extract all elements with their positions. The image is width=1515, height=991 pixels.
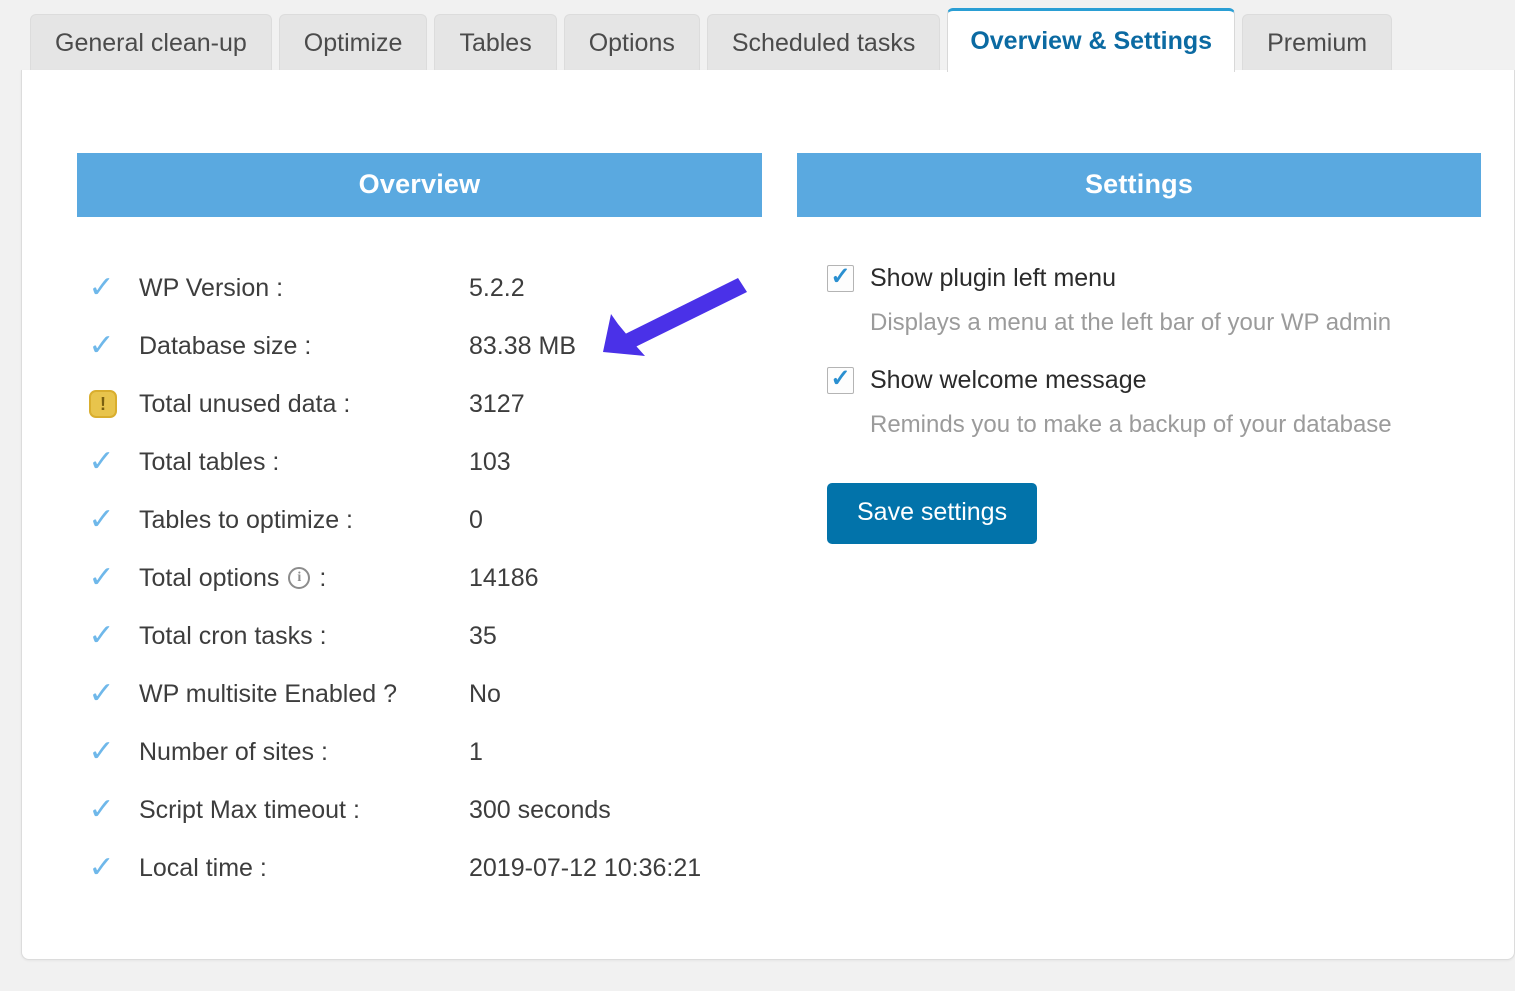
overview-label: Database size : bbox=[139, 331, 312, 360]
setting-label: Show welcome message bbox=[870, 365, 1147, 394]
check-icon: ✓ bbox=[88, 561, 115, 594]
overview-label: WP Version : bbox=[139, 273, 284, 302]
overview-value: 83.38 MB bbox=[469, 331, 577, 360]
overview-value: 14186 bbox=[469, 563, 539, 592]
overview-row-total-options: ✓ Total options i : 14186 bbox=[77, 549, 762, 607]
overview-value: No bbox=[469, 679, 501, 708]
overview-value: 103 bbox=[469, 447, 511, 476]
overview-label: Tables to optimize : bbox=[139, 505, 353, 534]
setting-description: Reminds you to make a backup of your dat… bbox=[870, 411, 1392, 438]
check-icon: ✓ bbox=[88, 271, 115, 304]
setting-show-plugin-left-menu: Show plugin left menu Displays a menu at… bbox=[827, 257, 1462, 337]
setting-description: Displays a menu at the left bar of your … bbox=[870, 309, 1392, 336]
overview-row-wp-version: ✓ WP Version : 5.2.2 bbox=[77, 259, 762, 317]
tab-scheduled-tasks[interactable]: Scheduled tasks bbox=[706, 14, 941, 72]
overview-row-tables-to-optimize: ✓ Tables to optimize : 0 bbox=[77, 491, 762, 549]
overview-list: ✓ WP Version : 5.2.2 ✓ Database size : 8… bbox=[77, 259, 762, 897]
check-icon: ✓ bbox=[88, 677, 115, 710]
check-icon: ✓ bbox=[88, 851, 115, 884]
check-icon: ✓ bbox=[88, 793, 115, 826]
setting-row[interactable]: Show welcome message bbox=[827, 359, 1462, 401]
settings-list: Show plugin left menu Displays a menu at… bbox=[797, 257, 1462, 544]
tab-general-clean-up[interactable]: General clean-up bbox=[30, 14, 272, 72]
check-icon: ✓ bbox=[88, 735, 115, 768]
overview-value: 300 seconds bbox=[469, 795, 611, 824]
overview-row-database-size: ✓ Database size : 83.38 MB bbox=[77, 317, 762, 375]
overview-label: Local time : bbox=[139, 853, 267, 882]
two-column-layout: Overview ✓ WP Version : 5.2.2 ✓ Database… bbox=[22, 70, 1514, 897]
settings-section-header: Settings bbox=[797, 153, 1481, 217]
checkbox-show-plugin-left-menu[interactable] bbox=[827, 264, 854, 292]
overview-row-wp-multisite-enabled: ✓ WP multisite Enabled ? No bbox=[77, 665, 762, 723]
overview-value: 0 bbox=[469, 505, 483, 534]
overview-row-total-tables: ✓ Total tables : 103 bbox=[77, 433, 762, 491]
check-icon: ✓ bbox=[88, 329, 115, 362]
setting-show-welcome-message: Show welcome message Reminds you to make… bbox=[827, 359, 1462, 439]
overview-value: 3127 bbox=[469, 389, 525, 418]
save-settings-button[interactable]: Save settings bbox=[827, 483, 1038, 544]
check-icon: ✓ bbox=[88, 619, 115, 652]
overview-label-text: Total options bbox=[139, 563, 280, 592]
overview-value: 35 bbox=[469, 621, 497, 650]
check-icon: ✓ bbox=[88, 445, 115, 478]
overview-label: Total cron tasks : bbox=[139, 621, 327, 650]
overview-row-local-time: ✓ Local time : 2019-07-12 10:36:21 bbox=[77, 839, 762, 897]
checkbox-show-welcome-message[interactable] bbox=[827, 366, 854, 394]
tab-optimize[interactable]: Optimize bbox=[278, 14, 428, 72]
overview-row-total-cron-tasks: ✓ Total cron tasks : 35 bbox=[77, 607, 762, 665]
warning-icon bbox=[77, 390, 139, 418]
check-icon: ✓ bbox=[88, 503, 115, 536]
overview-label: Total unused data : bbox=[139, 389, 351, 418]
content-panel: Overview ✓ WP Version : 5.2.2 ✓ Database… bbox=[21, 70, 1515, 960]
overview-label: Total options i : bbox=[139, 564, 469, 593]
overview-value: 2019-07-12 10:36:21 bbox=[469, 853, 702, 882]
tab-options[interactable]: Options bbox=[563, 14, 700, 72]
setting-row[interactable]: Show plugin left menu bbox=[827, 257, 1462, 299]
info-icon[interactable]: i bbox=[288, 567, 311, 589]
overview-label: Script Max timeout : bbox=[139, 795, 360, 824]
overview-row-script-max-timeout: ✓ Script Max timeout : 300 seconds bbox=[77, 781, 762, 839]
tab-premium[interactable]: Premium bbox=[1242, 14, 1393, 72]
tab-tables[interactable]: Tables bbox=[434, 14, 557, 72]
overview-label: WP multisite Enabled ? bbox=[139, 679, 397, 708]
tab-bar: General clean-up Optimize Tables Options… bbox=[0, 0, 1515, 72]
setting-label: Show plugin left menu bbox=[870, 263, 1116, 292]
settings-column: Settings Show plugin left menu Displays … bbox=[762, 70, 1481, 897]
overview-value: 1 bbox=[469, 737, 483, 766]
overview-row-total-unused-data: Total unused data : 3127 bbox=[77, 375, 762, 433]
overview-value: 5.2.2 bbox=[469, 273, 525, 302]
overview-label: Total tables : bbox=[139, 447, 280, 476]
overview-column: Overview ✓ WP Version : 5.2.2 ✓ Database… bbox=[22, 70, 762, 897]
tab-overview-and-settings[interactable]: Overview & Settings bbox=[947, 8, 1236, 72]
overview-row-number-of-sites: ✓ Number of sites : 1 bbox=[77, 723, 762, 781]
overview-section-header: Overview bbox=[77, 153, 762, 217]
overview-label: Number of sites : bbox=[139, 737, 328, 766]
overview-label-suffix: : bbox=[319, 563, 327, 592]
